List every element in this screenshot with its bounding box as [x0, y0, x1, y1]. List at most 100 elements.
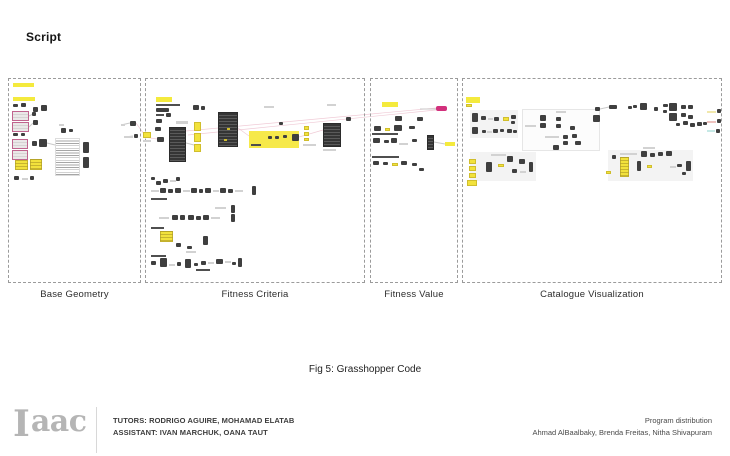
gh-node-yellow[interactable] [469, 166, 476, 171]
gh-node-dark[interactable] [275, 136, 279, 139]
gh-node-yellow[interactable] [194, 144, 201, 152]
gh-node-dark[interactable] [640, 103, 647, 110]
gh-node-dark[interactable] [391, 138, 397, 143]
gh-node-dark[interactable] [203, 236, 208, 245]
gh-node-dark[interactable] [33, 107, 38, 112]
gh-node-dark[interactable] [663, 110, 667, 113]
gh-node-ypanel[interactable] [15, 160, 28, 170]
gh-node-dark[interactable] [180, 215, 185, 220]
gh-node-dark[interactable] [507, 129, 512, 133]
gh-node-dark[interactable] [494, 117, 499, 121]
gh-node-dark[interactable] [681, 105, 686, 109]
gh-node-dark[interactable] [417, 117, 423, 121]
gh-node-dark[interactable] [384, 140, 389, 143]
gh-node-dark[interactable] [512, 169, 517, 173]
gh-node-dark[interactable] [163, 179, 168, 183]
gh-node-dark[interactable] [690, 123, 695, 127]
gh-node-dark[interactable] [160, 258, 167, 267]
gh-node-dark[interactable] [191, 188, 197, 193]
gh-node-dark[interactable] [637, 161, 641, 171]
gh-node-dark[interactable] [482, 130, 486, 133]
gh-node-dark[interactable] [686, 161, 691, 171]
gh-node-dark[interactable] [21, 103, 26, 107]
gh-node-dark[interactable] [663, 104, 668, 107]
gh-node-yellow[interactable] [194, 122, 201, 131]
gh-node-panel[interactable] [323, 123, 341, 147]
gh-node-dark[interactable] [151, 261, 156, 265]
gh-node-dark[interactable] [283, 135, 287, 138]
gh-node-dark[interactable] [32, 112, 36, 116]
gh-node-dark[interactable] [419, 168, 424, 171]
gh-node-yellow[interactable] [385, 128, 390, 131]
gh-node-dark[interactable] [175, 188, 181, 193]
gh-node-yellow[interactable] [498, 164, 504, 167]
gh-node-dark[interactable] [628, 106, 632, 109]
gh-node-yellow[interactable] [304, 126, 309, 130]
gh-node-dark[interactable] [14, 176, 19, 180]
gh-node-dark[interactable] [157, 137, 164, 142]
gh-node-dark[interactable] [511, 121, 515, 124]
gh-node-dark[interactable] [472, 113, 478, 122]
gh-node-dark[interactable] [570, 126, 575, 130]
gh-node-dark[interactable] [185, 259, 191, 268]
gh-node-panel[interactable] [169, 127, 186, 162]
gh-node-dark[interactable] [193, 105, 199, 110]
gh-node-dark[interactable] [412, 139, 417, 142]
gh-node-dark[interactable] [556, 124, 561, 128]
gh-node-dark[interactable] [688, 115, 693, 119]
gh-node-dark[interactable] [676, 123, 680, 126]
gh-node-dark[interactable] [669, 103, 677, 111]
gh-node-dark[interactable] [513, 130, 517, 133]
gh-node-dark[interactable] [563, 141, 568, 145]
gh-node-dark[interactable] [373, 161, 379, 165]
gh-node-dark[interactable] [166, 113, 171, 117]
gh-node-dark[interactable] [220, 188, 226, 193]
gh-node-yellow[interactable] [467, 180, 477, 186]
gh-node-pink[interactable] [12, 150, 28, 160]
gh-node-dark[interactable] [519, 159, 525, 164]
gh-node-dark[interactable] [481, 116, 486, 120]
gh-node-dark[interactable] [168, 189, 173, 193]
gh-node-dark[interactable] [231, 205, 235, 213]
gh-node-yellow[interactable] [194, 133, 201, 142]
gh-node-magenta[interactable] [436, 106, 447, 111]
gh-node-dark[interactable] [409, 126, 415, 129]
gh-node-dark[interactable] [572, 134, 577, 138]
gh-node-dark[interactable] [196, 216, 201, 220]
gh-node-dark[interactable] [383, 162, 388, 165]
gh-node-dark[interactable] [39, 139, 47, 147]
gh-node-dark[interactable] [412, 163, 417, 166]
gh-node-dark[interactable] [134, 134, 138, 138]
gh-node-yellow[interactable] [304, 138, 309, 141]
gh-node-dark[interactable] [228, 189, 233, 193]
gh-node-dark[interactable] [529, 162, 533, 172]
gh-node-dark[interactable] [177, 262, 181, 266]
gh-node-dark[interactable] [681, 113, 686, 117]
gh-node-dark[interactable] [511, 115, 516, 119]
gh-node-dark[interactable] [612, 155, 616, 159]
gh-node-dark[interactable] [156, 119, 162, 123]
gh-node-dark[interactable] [650, 153, 655, 157]
gh-node-dark[interactable] [658, 152, 663, 156]
gh-node-dark[interactable] [201, 261, 206, 265]
gh-node-dark[interactable] [292, 134, 299, 141]
gh-node-panel[interactable] [427, 135, 434, 150]
gh-node-dark[interactable] [633, 105, 637, 108]
gh-node-dark[interactable] [697, 122, 702, 126]
gh-node-dark[interactable] [593, 115, 600, 122]
gh-node-yellow[interactable] [606, 171, 611, 174]
gh-node-dark[interactable] [83, 157, 89, 168]
gh-node-dark[interactable] [595, 107, 600, 111]
gh-node-dark[interactable] [160, 188, 166, 193]
gh-node-pink[interactable] [12, 122, 29, 132]
gh-node-dark[interactable] [21, 133, 25, 136]
gh-node-dark[interactable] [172, 215, 178, 220]
gh-node-dark[interactable] [194, 263, 198, 266]
gh-node-dark[interactable] [540, 115, 546, 121]
gh-node-dark[interactable] [395, 116, 402, 121]
gh-node-dark[interactable] [69, 129, 73, 132]
gh-node-dark[interactable] [716, 129, 720, 133]
gh-node-dark[interactable] [203, 215, 209, 220]
gh-node-dark[interactable] [188, 215, 194, 220]
gh-node-dark[interactable] [717, 119, 721, 123]
